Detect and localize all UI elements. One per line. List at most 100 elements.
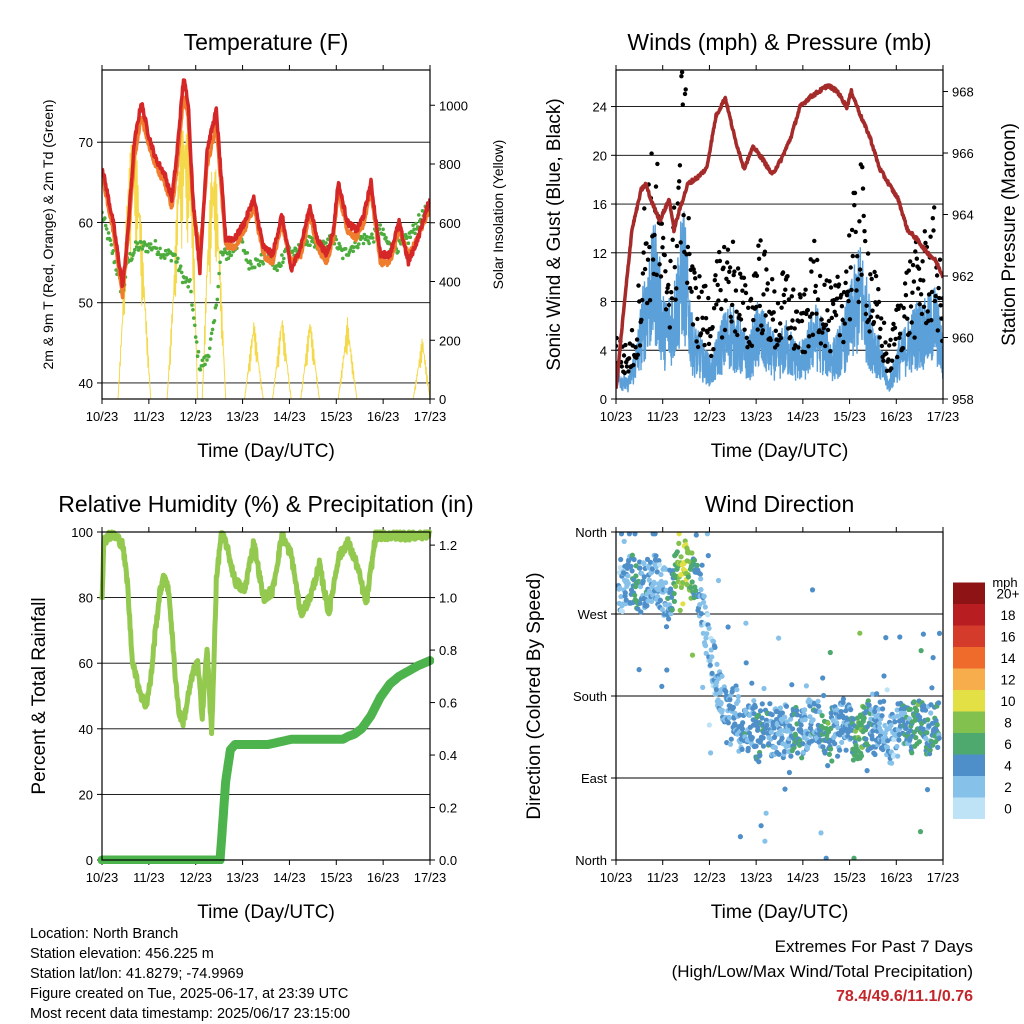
- direction-point: [761, 685, 767, 692]
- direction-point: [719, 707, 725, 714]
- x-tick-label: 13/23: [740, 870, 773, 885]
- gust-point: [834, 296, 840, 301]
- direction-point: [923, 735, 929, 742]
- direction-point: [707, 662, 713, 668]
- direction-point: [772, 745, 779, 751]
- gust-point: [685, 244, 691, 250]
- direction-point: [935, 744, 941, 751]
- direction-point: [795, 750, 801, 756]
- dewpoint-point: [223, 247, 227, 251]
- gust-point: [841, 290, 847, 295]
- dewpoint-point: [411, 223, 415, 228]
- gust-point: [775, 342, 780, 348]
- dewpoint-point: [193, 323, 197, 328]
- gust-point: [677, 179, 682, 184]
- direction-point: [703, 635, 709, 641]
- direction-point: [743, 620, 749, 626]
- y-axis-label: 2m & 9m T (Red, Orange) & 2m Td (Green): [40, 100, 56, 370]
- direction-point: [916, 739, 923, 745]
- extremes-title: Extremes For Past 7 Days: [774, 937, 973, 956]
- gust-point: [733, 288, 739, 293]
- dewpoint-point: [291, 249, 296, 253]
- gust-point: [716, 298, 721, 303]
- gust-point: [857, 267, 863, 272]
- legend-label: 8: [1004, 716, 1012, 731]
- direction-point: [700, 684, 706, 691]
- gust-point: [702, 342, 707, 348]
- gust-point: [844, 293, 850, 298]
- gust-point: [676, 185, 681, 190]
- dewpoint-point: [356, 245, 360, 250]
- direction-point: [822, 750, 828, 756]
- direction-point: [874, 691, 880, 697]
- direction-point: [929, 685, 935, 691]
- gust-point: [921, 278, 926, 283]
- direction-point: [870, 728, 876, 734]
- series-9m-temperature: [102, 95, 430, 300]
- gust-point: [907, 330, 912, 336]
- y-tick-label: 16: [593, 197, 607, 212]
- direction-point: [641, 561, 647, 567]
- gust-point: [771, 310, 776, 315]
- legend-label: 14: [1000, 651, 1016, 666]
- gust-point: [832, 309, 837, 314]
- gust-point: [786, 297, 792, 302]
- gust-point: [773, 328, 778, 333]
- dewpoint-point: [173, 253, 177, 257]
- y-tick-label: 70: [79, 135, 93, 150]
- dewpoint-point: [412, 227, 416, 232]
- chart-title: Winds (mph) & Pressure (mb): [627, 29, 931, 55]
- direction-point: [851, 855, 857, 860]
- gust-point: [845, 289, 850, 294]
- x-tick-label: 10/23: [600, 870, 633, 885]
- gust-point: [867, 329, 872, 334]
- gust-point: [621, 353, 627, 358]
- gust-point: [647, 244, 652, 250]
- gust-point: [929, 318, 934, 323]
- gust-point: [911, 279, 917, 284]
- gust-point: [902, 281, 908, 286]
- gust-point: [860, 165, 865, 170]
- direction-point: [884, 687, 890, 693]
- gust-point: [928, 234, 933, 239]
- direction-point: [760, 735, 766, 741]
- legend-swatch: [953, 776, 985, 798]
- dewpoint-point: [136, 248, 141, 252]
- y-tick-label: 40: [79, 376, 93, 391]
- direction-point: [879, 713, 885, 719]
- dewpoint-point: [196, 349, 201, 354]
- gust-point: [642, 266, 648, 272]
- direction-point: [889, 760, 895, 766]
- direction-point: [917, 829, 924, 835]
- gust-point: [717, 258, 723, 264]
- y-right-tick-label: 968: [952, 85, 974, 100]
- direction-point: [866, 702, 872, 708]
- y-right-tick-label: 1.2: [439, 538, 457, 553]
- direction-point: [636, 667, 642, 673]
- gust-point: [710, 325, 715, 330]
- direction-point: [743, 660, 749, 666]
- gust-point: [770, 277, 775, 282]
- gust-point: [922, 229, 927, 234]
- y-tick-label: 0: [86, 853, 93, 868]
- direction-point: [936, 630, 943, 637]
- y-tick-label: 50: [79, 296, 93, 311]
- direction-point: [802, 717, 808, 723]
- gust-point: [886, 357, 891, 362]
- direction-point: [666, 602, 673, 608]
- gust-point: [737, 312, 742, 318]
- dewpoint-point: [130, 257, 134, 261]
- direction-point: [768, 729, 774, 735]
- chart-title: Relative Humidity (%) & Precipitation (i…: [58, 491, 473, 517]
- direction-point: [651, 579, 657, 585]
- direction-point: [820, 675, 826, 681]
- direction-point: [647, 559, 654, 565]
- gust-point: [854, 288, 859, 293]
- dewpoint-point: [175, 260, 179, 264]
- direction-point: [702, 604, 708, 610]
- gust-point: [788, 325, 794, 330]
- dewpoint-point: [146, 250, 150, 254]
- gust-point: [735, 266, 741, 271]
- gust-point: [916, 286, 921, 291]
- dewpoint-point: [255, 258, 260, 262]
